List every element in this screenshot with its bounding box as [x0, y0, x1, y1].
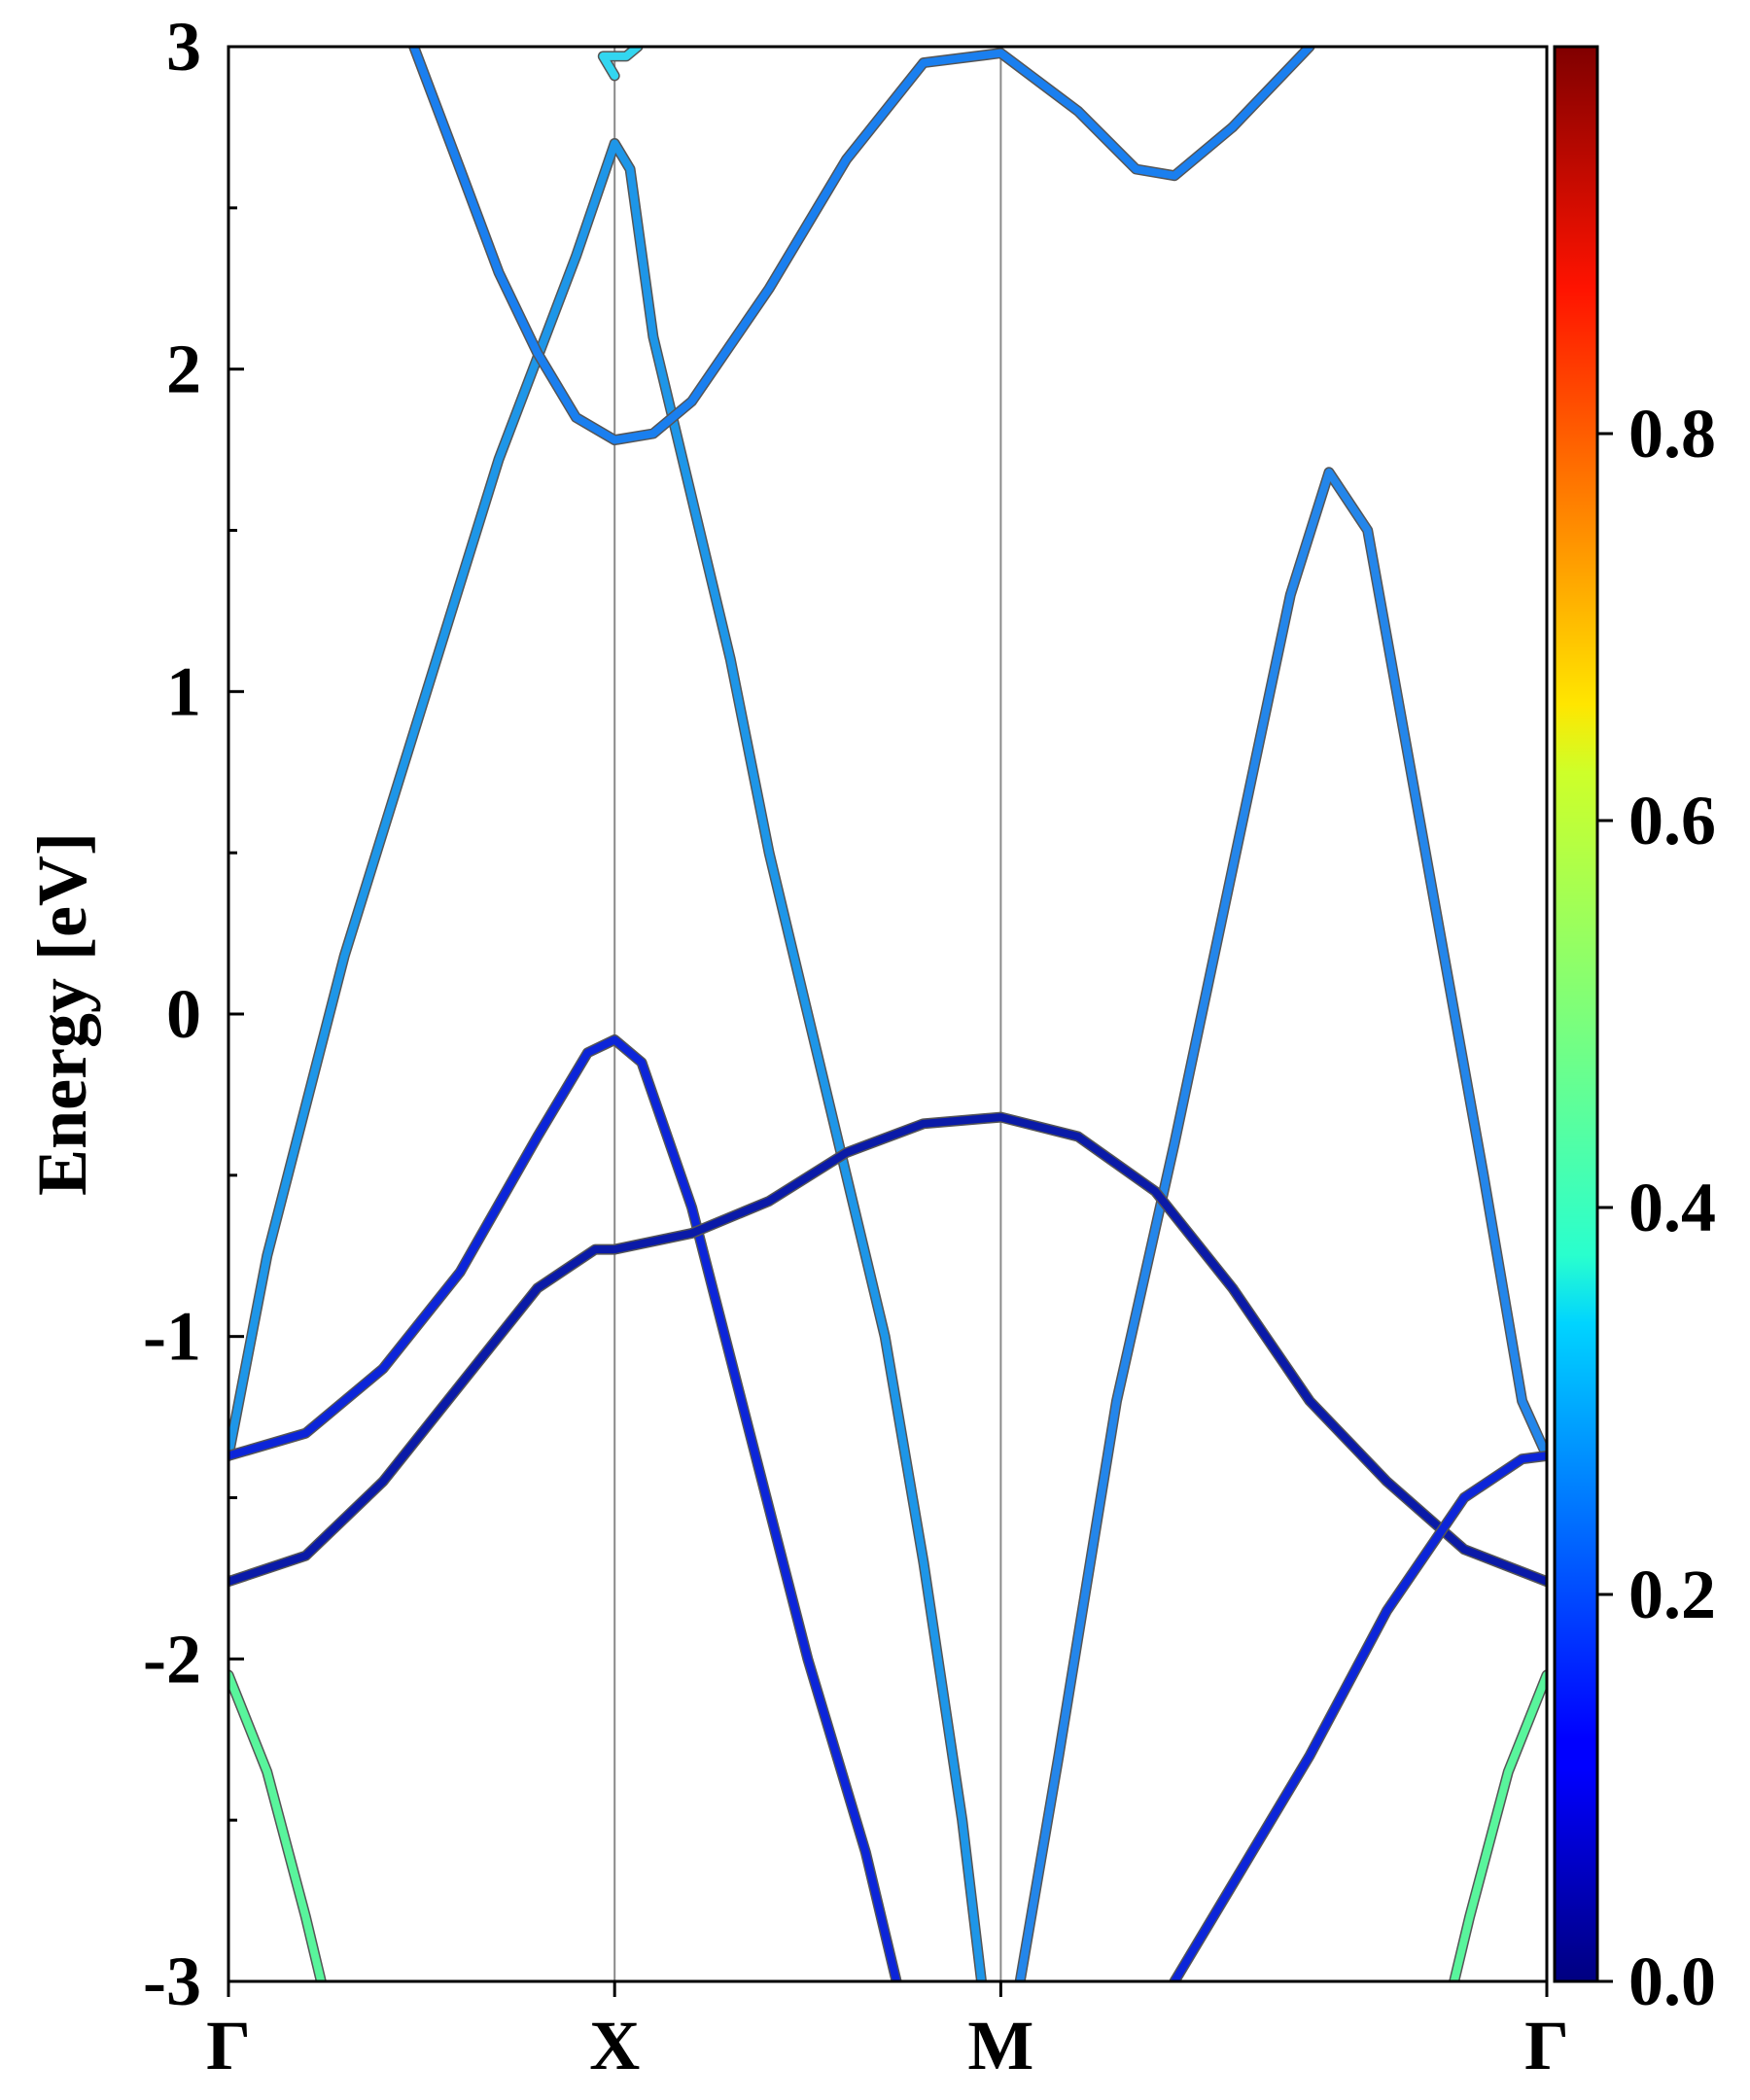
colorbar-tick-label: 0.6: [1628, 782, 1716, 859]
y-tick-label: -2: [143, 1620, 201, 1698]
plot-area: -3 -2 -1 0 1 2 3 Γ X M Γ: [143, 8, 1569, 2084]
colorbar-ticks: 0.0 0.2 0.4 0.6 0.8: [1597, 395, 1716, 2020]
band-line-5: [1016, 468, 1547, 1981]
colorbar-tick-label: 0.4: [1628, 1169, 1716, 1246]
y-axis-ticks: -3 -2 -1 0 1 2 3: [143, 8, 244, 2020]
band-outline-5: [1014, 467, 1547, 1981]
y-tick-label: 0: [166, 975, 201, 1053]
band-line-6: [228, 1035, 901, 1981]
y-tick-label: 2: [166, 331, 201, 408]
y-tick-label: -1: [143, 1298, 201, 1376]
y-tick-label: -3: [143, 1942, 201, 2020]
y-tick-label: 1: [166, 652, 201, 730]
band-line-8: [1171, 1452, 1547, 1981]
band-line-1: [1450, 1670, 1547, 1981]
band-lines: [228, 47, 1547, 1981]
y-tick-label: 3: [166, 8, 201, 86]
colorbar-tick-label: 0.2: [1628, 1556, 1716, 1633]
x-tick-label: Γ: [1524, 2007, 1569, 2084]
colorbar-tick-label: 0.0: [1628, 1942, 1716, 2020]
high-symmetry-lines: [613, 47, 1002, 1981]
colorbar-bar: [1553, 45, 1599, 1983]
y-axis-label: Energy [eV]: [23, 832, 101, 1196]
x-tick-label: X: [589, 2007, 640, 2084]
x-tick-label: Γ: [206, 2007, 251, 2084]
colorbar: 0.0 0.2 0.4 0.6 0.8: [1553, 45, 1716, 2020]
band-outline-3: [408, 47, 1315, 446]
band-outline-8: [1169, 1450, 1547, 1981]
band-line-2: [228, 139, 986, 1981]
band-line-0: [228, 1670, 326, 1981]
colorbar-tick-label: 0.8: [1628, 395, 1716, 472]
band-line-4: [599, 47, 642, 80]
x-tick-label: M: [967, 2007, 1033, 2084]
band-line-3: [409, 47, 1314, 444]
band-outline-2: [228, 138, 987, 1981]
band-line-7: [228, 1113, 1547, 1586]
